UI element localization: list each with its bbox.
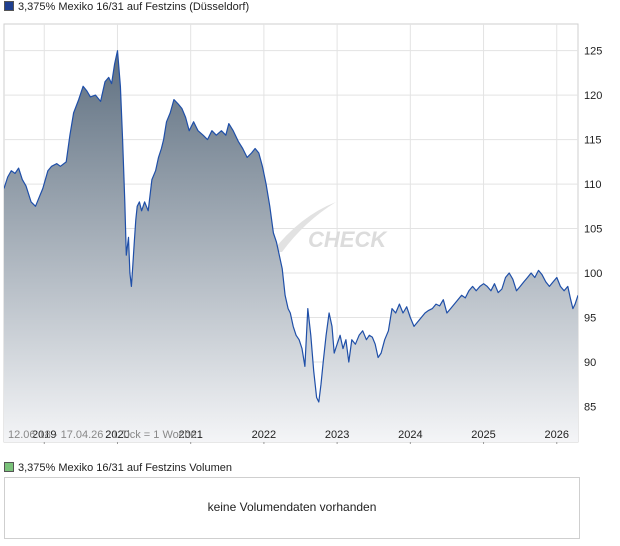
- watermark: CHECK: [272, 202, 388, 252]
- price-area: [4, 50, 578, 442]
- y-tick-label: 100: [584, 268, 602, 280]
- y-tick-label: 95: [584, 312, 596, 324]
- price-legend: 3,375% Mexiko 16/31 auf Festzins (Düssel…: [4, 0, 249, 14]
- watermark-text: CHECK: [308, 227, 388, 252]
- x-tick-label: 2019: [32, 429, 56, 441]
- y-tick-label: 105: [584, 224, 602, 236]
- y-axis: 85 90 95 100 105 110 115 120 125: [584, 46, 602, 414]
- volume-legend-label: 3,375% Mexiko 16/31 auf Festzins Volumen: [18, 462, 233, 474]
- date-range-label: 12.06.18 - 17.04.26: [8, 429, 103, 441]
- volume-legend-swatch: [4, 462, 14, 473]
- x-tick-label: 2021: [178, 429, 202, 441]
- price-legend-swatch: [4, 1, 14, 12]
- y-tick-label: 90: [584, 357, 596, 369]
- x-tick-label: 2023: [325, 429, 349, 441]
- x-tick-label: 2025: [471, 429, 495, 441]
- x-tick-label: 2024: [398, 429, 422, 441]
- x-tick-label: 2026: [545, 429, 569, 441]
- price-legend-label: 3,375% Mexiko 16/31 auf Festzins (Düssel…: [18, 1, 250, 13]
- volume-legend: 3,375% Mexiko 16/31 auf Festzins Volumen: [4, 461, 232, 475]
- price-line: [4, 50, 578, 403]
- y-tick-label: 85: [584, 401, 596, 413]
- x-tick-label: 2020: [105, 429, 129, 441]
- volume-panel: keine Volumendaten vorhanden: [4, 477, 580, 539]
- no-volume-message: keine Volumendaten vorhanden: [207, 500, 377, 514]
- y-tick-label: 110: [584, 179, 602, 191]
- y-tick-label: 120: [584, 90, 602, 102]
- x-tick-label: 2022: [252, 429, 276, 441]
- tick-note: 1 Tick = 1 Woche: [112, 429, 196, 441]
- y-tick-label: 115: [584, 135, 602, 147]
- y-tick-label: 125: [584, 46, 602, 58]
- x-axis: 2019 2020 2021 2022 2023 2024 2025 2026: [32, 429, 569, 444]
